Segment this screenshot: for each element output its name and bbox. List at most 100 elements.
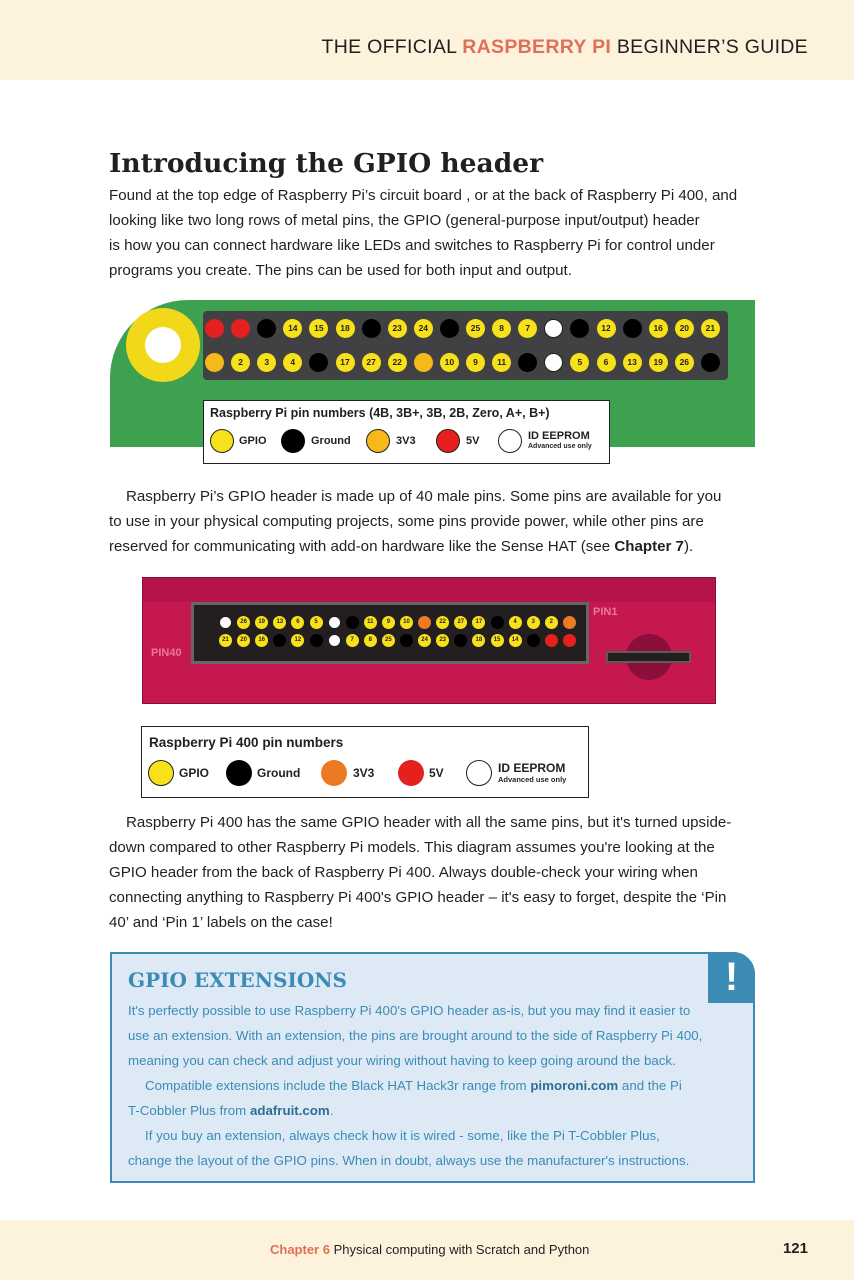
gpio-pin-gpio: 20	[674, 319, 694, 338]
text-line: looking like two long rows of metal pins…	[109, 212, 700, 229]
board-pin-legend: Raspberry Pi pin numbers (4B, 3B+, 3B, 2…	[203, 400, 610, 464]
gpio-pin-ground	[345, 616, 359, 629]
running-header: THE OFFICIAL RASPBERRY PI BEGINNER’S GUI…	[0, 0, 854, 80]
gpio-pin-gpio: 14	[508, 634, 522, 647]
gpio-pin-5v	[544, 634, 558, 647]
text-line: connecting anything to Raspberry Pi 400'…	[109, 889, 727, 906]
gpio-pin-5v	[231, 319, 251, 338]
gpio-pin-ground	[700, 353, 720, 372]
legend-label-3v3: 3V3	[353, 766, 375, 780]
gpio-pin-gpio: 13	[622, 353, 642, 372]
pi400-gpio-header: 26 19 13 6 5 11 9 10 22 27 17 4 3 2 21 20 16 12 7 8 25 24 23 1…	[191, 602, 589, 664]
chapter-reference: Chapter 7	[614, 538, 684, 555]
gpio-pin-gpio: 2	[544, 616, 558, 629]
legend-title: Raspberry Pi 400 pin numbers	[149, 735, 344, 750]
gpio-pin-ground	[518, 353, 538, 372]
pi400-pin-legend: Raspberry Pi 400 pin numbers GPIO Ground…	[141, 726, 589, 798]
gpio-pin-gpio: 8	[492, 319, 512, 338]
gpio-pin-gpio: 13	[273, 616, 287, 629]
5v-swatch	[398, 760, 424, 786]
legend-label-eeprom: ID EEPROM	[498, 761, 566, 775]
text-run: Compatible extensions include the Black …	[145, 1078, 531, 1093]
text-run: T-Cobbler Plus from	[128, 1103, 250, 1118]
gpio-pin-gpio: 11	[363, 616, 377, 629]
3v3-swatch	[321, 760, 347, 786]
legend-label-5v: 5V	[466, 435, 480, 447]
gpio-pin-gpio: 3	[257, 353, 277, 372]
gpio-pin-gpio: 18	[335, 319, 355, 338]
legend-label-eeprom: ID EEPROM	[528, 430, 590, 442]
gpio-pin-gpio: 9	[466, 353, 485, 372]
gpio-pin-3v3	[413, 353, 433, 372]
gpio-pin-ground	[490, 616, 504, 629]
text-line: Found at the top edge of Raspberry Pi’s …	[109, 187, 738, 204]
gpio-pin-gpio: 10	[400, 616, 413, 629]
text-line: Compatible extensions include the Black …	[128, 1073, 728, 1098]
callout-body: It's perfectly possible to use Raspberry…	[128, 998, 728, 1173]
footer-chapter-number: Chapter 6	[270, 1242, 330, 1257]
gpio-pin-gpio: 12	[291, 634, 305, 647]
gpio-pin-gpio: 8	[363, 634, 377, 647]
text-line: 40’ and ‘Pin 1’ labels on the case!	[109, 914, 333, 931]
ground-swatch	[281, 429, 305, 453]
gpio-pin-gpio: 4	[283, 353, 303, 372]
legend-label-ground: Ground	[311, 435, 351, 447]
gpio-pin-gpio: 10	[439, 353, 459, 372]
callout-title: GPIO EXTENSIONS	[128, 968, 347, 992]
gpio-pin-eeprom	[327, 634, 341, 647]
section-title: Introducing the GPIO header	[109, 148, 544, 179]
book-title: THE OFFICIAL RASPBERRY PI BEGINNER’S GUI…	[322, 36, 808, 59]
gpio-swatch	[148, 760, 174, 786]
gpio-pin-gpio: 19	[255, 616, 269, 629]
sd-card-slot	[606, 651, 691, 663]
legend-eeprom-note: Advanced use only	[528, 443, 592, 450]
text-line: change the layout of the GPIO pins. When…	[128, 1153, 690, 1168]
gpio-pin-3v3	[205, 353, 224, 372]
text-line: is how you can connect hardware like LED…	[109, 237, 715, 254]
gpio-pin-gpio: 18	[472, 634, 486, 647]
gpio-pin-ground	[309, 634, 323, 647]
text-line: GPIO header from the back of Raspberry P…	[109, 864, 698, 881]
text-line: down compared to other Raspberry Pi mode…	[109, 839, 715, 856]
gpio-pin-3v3	[418, 616, 432, 629]
book-title-pre: THE OFFICIAL	[321, 36, 463, 58]
eeprom-swatch	[466, 760, 492, 786]
gpio-pin-gpio: 27	[361, 353, 381, 372]
gpio-pin-ground	[454, 634, 468, 647]
gpio-pin-gpio: 26	[674, 353, 694, 372]
intro-paragraph: Found at the top edge of Raspberry Pi’s …	[109, 183, 749, 283]
gpio-pin-ground	[570, 319, 590, 338]
gpio-pin-gpio: 2	[231, 353, 251, 372]
mounting-hole-center	[145, 327, 181, 363]
legend-label-ground: Ground	[257, 766, 301, 780]
gpio-pin-gpio: 9	[381, 616, 395, 629]
adafruit-link[interactable]: adafruit.com	[249, 1103, 330, 1118]
gpio-pin-gpio: 24	[413, 319, 433, 338]
gpio-pin-ground	[400, 634, 413, 647]
legend-label-gpio: GPIO	[239, 435, 267, 447]
text-line: T-Cobbler Plus from adafruit.com.	[128, 1098, 728, 1123]
page-number: 121	[782, 1240, 808, 1257]
gpio-pin-gpio: 23	[436, 634, 450, 647]
gpio-pin-gpio: 6	[596, 353, 616, 372]
text-run: and the Pi	[618, 1078, 682, 1093]
gpio-pin-gpio: 7	[518, 319, 538, 338]
pimoroni-link[interactable]: pimoroni.com	[530, 1078, 619, 1093]
gpio-pin-gpio: 16	[648, 319, 668, 338]
gpio-pin-gpio: 12	[596, 319, 616, 338]
gpio-pin-5v	[205, 319, 224, 338]
gpio-swatch	[210, 429, 234, 453]
5v-swatch	[436, 429, 460, 453]
gpio-pin-gpio: 6	[291, 616, 305, 629]
gpio-pin-gpio: 7	[345, 634, 359, 647]
legend-label-5v: 5V	[429, 766, 444, 780]
gpio-pin-3v3	[562, 616, 576, 629]
gpio-pin-gpio: 22	[387, 353, 407, 372]
footer-chapter-name: Physical computing with Scratch and Pyth…	[329, 1242, 590, 1257]
gpio-pin-eeprom	[544, 353, 564, 372]
gpio-pin-gpio: 25	[381, 634, 395, 647]
text-line: meaning you can check and adjust your wi…	[128, 1053, 676, 1068]
gpio-pin-gpio: 19	[648, 353, 668, 372]
gpio-pin-gpio: 23	[387, 319, 407, 338]
gpio-pin-ground	[257, 319, 277, 338]
